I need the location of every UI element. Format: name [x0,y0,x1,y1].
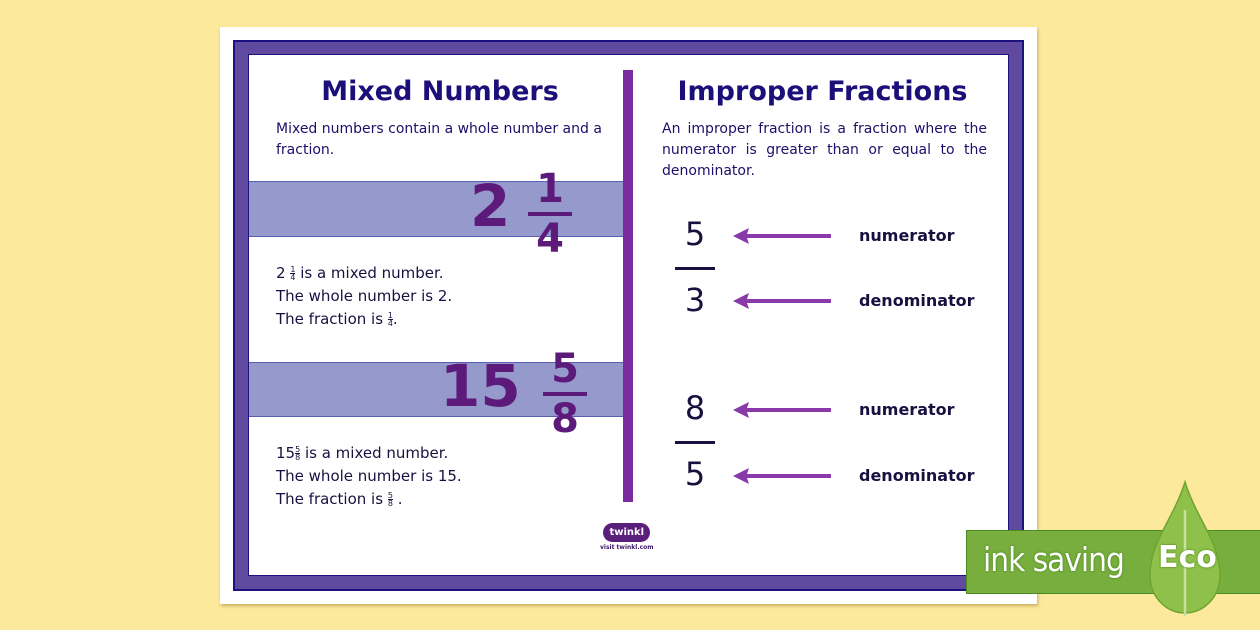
fraction-bar [543,392,587,396]
line: is a mixed number. [304,444,449,462]
n: 1 [290,265,296,274]
improper-fractions-title: Improper Fractions [677,76,968,107]
arrow-left-icon [733,293,831,309]
denominator: 4 [536,216,564,262]
fraction-2-numerator: 8 [684,389,706,427]
line: The fraction is [276,310,384,328]
big-whole-2: 2 [470,172,511,240]
d: 8 [295,453,301,462]
twinkl-logo: twinkl visit twinkl.com [600,520,654,551]
mixed-numbers-description: Mixed numbers contain a whole number and… [276,121,602,158]
example-2-text: 15 5 8 is a mixed number. The whole number… [276,444,462,508]
mixed-numbers-title: Mixed Numbers [321,76,559,107]
fraction-1-denominator: 3 [684,281,706,319]
d: 8 [387,499,393,508]
denominator-label: denominator [859,291,975,310]
line: The whole number is 2. [276,287,453,305]
ink-saving-text: ink saving [983,540,1125,579]
improper-fractions-description: An improper fraction is a fraction where… [662,121,987,179]
d: 4 [290,273,296,282]
arrow-left-icon [733,402,831,418]
fraction-bar [675,267,715,270]
n: 5 [295,445,301,454]
line: The whole number is 15. [276,467,462,485]
logo-url: visit twinkl.com [600,544,654,551]
example-band-2 [249,362,623,417]
n: 5 [387,491,393,500]
line: is a mixed number. [300,264,444,282]
whole: 15 [276,444,296,462]
d: 4 [387,319,393,328]
arrow-left-icon [733,228,831,244]
n: 1 [387,311,393,320]
fraction-1-numerator: 5 [684,215,706,253]
fraction-2-denominator: 5 [684,455,706,493]
denominator-label: denominator [859,466,975,485]
whole: 2 [276,264,286,282]
leaf-icon [1149,480,1221,616]
big-whole-15: 15 [440,352,521,420]
numerator: 1 [536,166,564,212]
denominator: 8 [551,396,579,442]
example-band-1 [249,181,623,237]
column-divider [623,70,633,502]
eco-label: Eco [1158,540,1217,575]
line: The fraction is [276,490,384,508]
logo-mark: twinkl [603,523,651,542]
fraction-bar [528,212,572,216]
numerator: 5 [551,346,579,392]
numerator-label: numerator [859,226,955,245]
numerator-label: numerator [859,400,955,419]
arrow-left-icon [733,468,831,484]
fraction-bar [675,441,715,444]
